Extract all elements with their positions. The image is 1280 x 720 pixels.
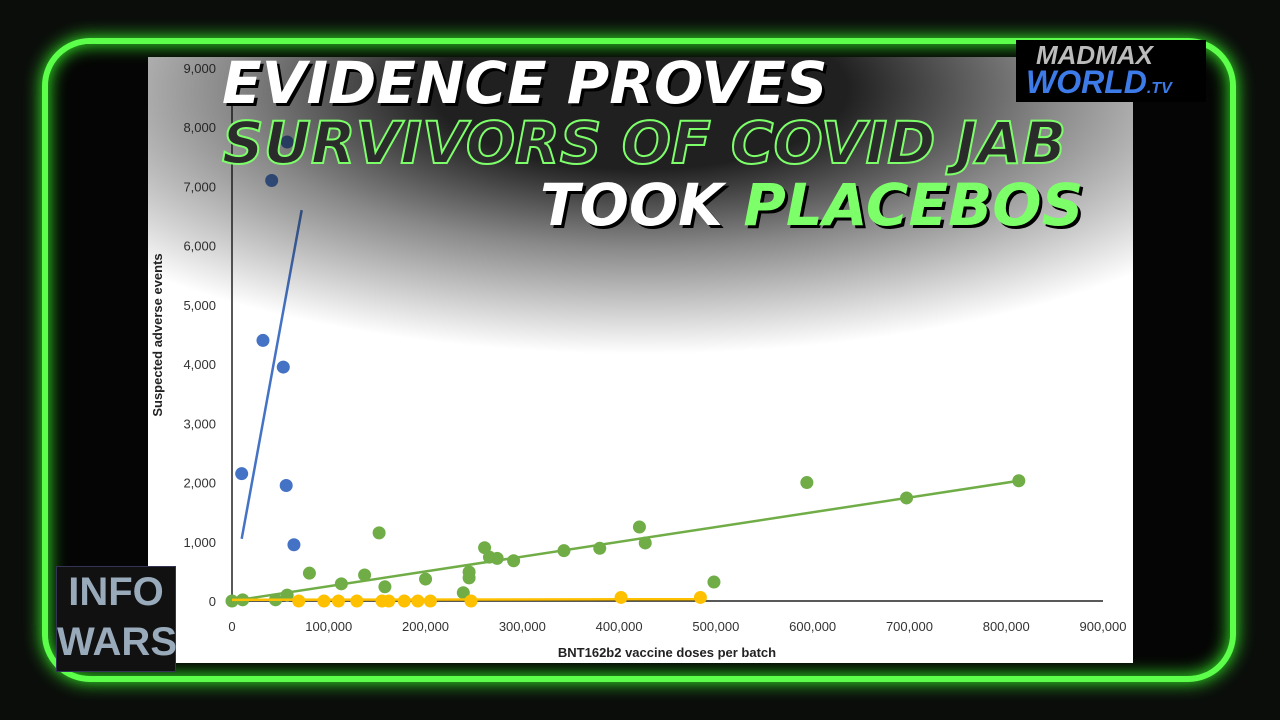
data-point bbox=[279, 479, 293, 493]
headline-line-1: EVIDENCE PROVES bbox=[222, 49, 828, 117]
data-point bbox=[397, 594, 411, 608]
data-point bbox=[358, 568, 372, 582]
data-point bbox=[464, 594, 478, 608]
trend-line bbox=[240, 209, 303, 540]
x-tick-label: 0 bbox=[228, 619, 235, 634]
infowars-logo: INFO WARS bbox=[56, 566, 177, 672]
data-point bbox=[302, 566, 316, 580]
x-tick-label: 100,000 bbox=[305, 619, 352, 634]
data-point bbox=[276, 360, 290, 374]
y-tick-label: 4,000 bbox=[183, 357, 216, 372]
data-point bbox=[378, 580, 392, 594]
data-point bbox=[419, 572, 433, 586]
x-axis-label: BNT162b2 vaccine doses per batch bbox=[558, 645, 776, 660]
y-tick-label: 7,000 bbox=[183, 179, 216, 194]
y-tick-label: 3,000 bbox=[183, 416, 216, 431]
y-tick-label: 9,000 bbox=[183, 61, 216, 76]
data-point bbox=[256, 333, 270, 347]
y-tick-label: 6,000 bbox=[183, 239, 216, 254]
data-point bbox=[693, 590, 707, 604]
x-tick-label: 700,000 bbox=[886, 619, 933, 634]
headline-placebos: PLACEBOS bbox=[743, 171, 1084, 239]
data-point bbox=[287, 538, 301, 552]
headline-took: TOOK bbox=[540, 171, 744, 239]
y-tick-label: 5,000 bbox=[183, 298, 216, 313]
x-tick-label: 200,000 bbox=[402, 619, 449, 634]
data-point bbox=[235, 467, 249, 481]
data-point bbox=[614, 590, 628, 604]
trend-line bbox=[231, 597, 707, 602]
data-point bbox=[372, 526, 386, 540]
data-point bbox=[638, 536, 652, 550]
data-point bbox=[800, 476, 814, 490]
data-point bbox=[462, 571, 476, 585]
x-tick-label: 500,000 bbox=[692, 619, 739, 634]
logo-madmax: MADMAX bbox=[1036, 40, 1153, 70]
y-tick-label: 1,000 bbox=[183, 535, 216, 550]
y-tick-label: 8,000 bbox=[183, 120, 216, 135]
x-tick-label: 900,000 bbox=[1080, 619, 1127, 634]
data-point bbox=[350, 594, 364, 608]
y-axis-label: Suspected adverse events bbox=[150, 253, 165, 416]
data-point bbox=[456, 586, 470, 600]
data-point bbox=[331, 594, 345, 608]
x-tick-label: 600,000 bbox=[789, 619, 836, 634]
data-point bbox=[707, 575, 721, 589]
headline-line-3: TOOK PLACEBOS bbox=[540, 176, 1083, 234]
headline-line-2: SURVIVORS OF COVID JAB bbox=[221, 109, 1067, 177]
logo-info: INFO bbox=[68, 570, 164, 614]
logo-wars: WARS bbox=[57, 620, 177, 664]
logo-world: WORLD.TV bbox=[1026, 64, 1172, 101]
trend-line bbox=[231, 479, 1019, 603]
logo-tv: .TV bbox=[1146, 80, 1172, 97]
data-point bbox=[411, 594, 425, 608]
data-point bbox=[423, 594, 437, 608]
y-tick-label: 0 bbox=[209, 594, 216, 609]
x-tick-label: 800,000 bbox=[983, 619, 1030, 634]
x-tick-label: 300,000 bbox=[499, 619, 546, 634]
data-point bbox=[317, 594, 331, 608]
y-tick-label: 2,000 bbox=[183, 476, 216, 491]
data-point bbox=[382, 594, 396, 608]
logo-world-text: WORLD bbox=[1026, 64, 1147, 100]
data-point bbox=[490, 551, 504, 565]
data-point bbox=[632, 520, 646, 534]
x-tick-label: 400,000 bbox=[596, 619, 643, 634]
data-point bbox=[292, 594, 306, 608]
madmax-world-logo: MADMAX WORLD.TV bbox=[1016, 40, 1206, 102]
